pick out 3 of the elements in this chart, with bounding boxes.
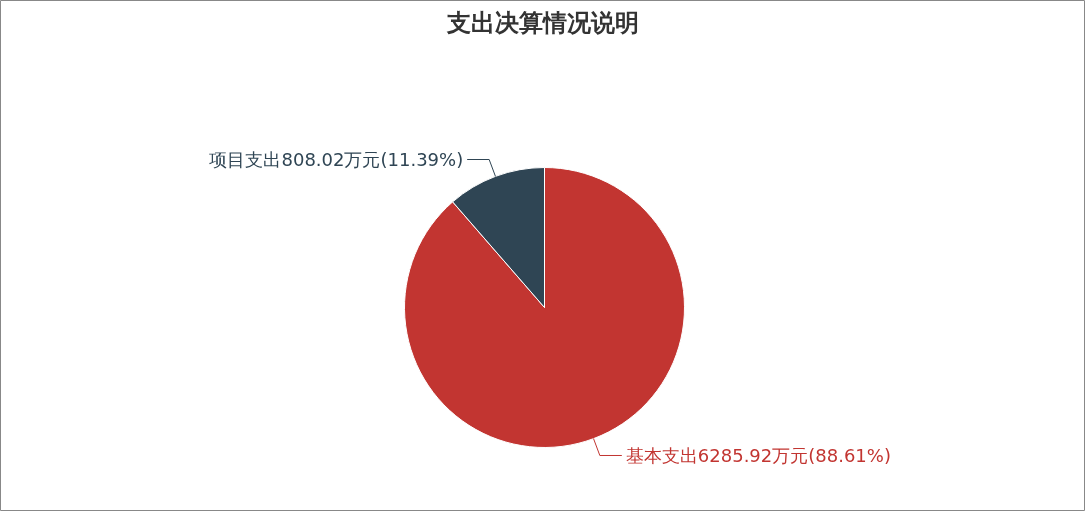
slice-label: 基本支出6285.92万元(88.61%) (625, 444, 891, 466)
chart-title: 支出决算情况说明 (446, 8, 639, 37)
slice-label: 项目支出808.02万元(11.39%) (209, 149, 464, 171)
